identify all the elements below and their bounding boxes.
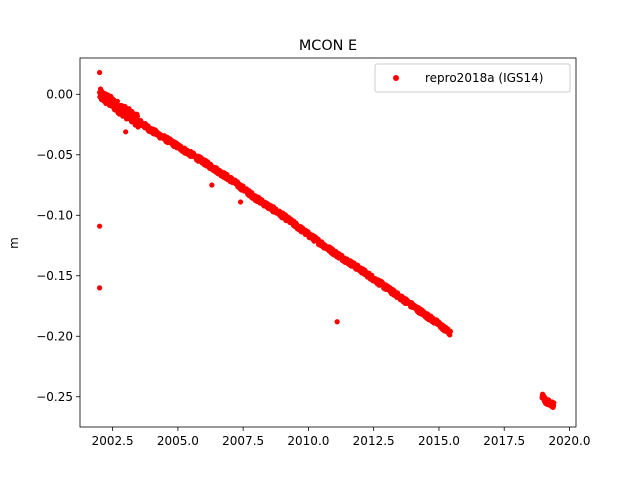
- data-point: [96, 285, 103, 291]
- legend: repro2018a (IGS14): [374, 63, 571, 93]
- y-tick-label: −0.15: [36, 269, 73, 283]
- y-tick-label: 0.00: [46, 87, 73, 101]
- data-point: [96, 69, 103, 76]
- data-point: [114, 98, 121, 104]
- x-tick-label: 2005.0: [157, 434, 199, 448]
- x-tick-label: 2015.0: [418, 434, 460, 448]
- y-tick-label: −0.25: [36, 390, 73, 404]
- data-point: [209, 182, 215, 188]
- x-tick-label: 2002.5: [92, 434, 134, 448]
- chart-title: MCON E: [299, 38, 357, 54]
- data-point: [123, 129, 129, 135]
- legend-marker: [393, 75, 399, 81]
- y-axis-label: m: [7, 237, 21, 249]
- data-points: [96, 69, 557, 410]
- data-point: [551, 400, 557, 406]
- data-point: [447, 328, 454, 334]
- x-tick-label: 2010.0: [287, 434, 329, 448]
- data-point: [237, 199, 244, 205]
- y-axis: 0.00 −0.05 −0.10 −0.15 −0.20 −0.25: [36, 87, 80, 404]
- data-point: [334, 319, 340, 325]
- x-axis: 2002.5 2005.0 2007.5 2010.0 2012.5 2015.0 2017…: [92, 427, 590, 448]
- x-tick-label: 2020.0: [548, 434, 590, 448]
- y-tick-label: −0.20: [36, 329, 73, 343]
- y-tick-label: −0.05: [36, 148, 73, 162]
- y-tick-label: −0.10: [36, 208, 73, 222]
- legend-label: repro2018a (IGS14): [425, 71, 543, 85]
- data-point: [96, 223, 103, 229]
- x-tick-label: 2007.5: [222, 434, 264, 448]
- x-tick-label: 2012.5: [353, 434, 395, 448]
- plot-frame: [79, 57, 577, 428]
- legend-box: [374, 63, 571, 93]
- x-tick-label: 2017.5: [483, 434, 525, 448]
- data-point: [134, 113, 141, 119]
